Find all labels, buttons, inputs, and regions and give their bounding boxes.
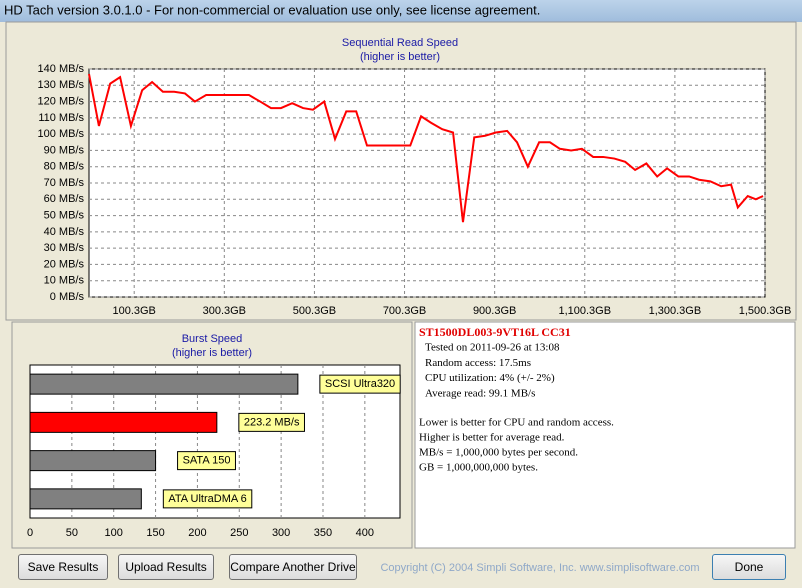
info-note: Lower is better for CPU and random acces…	[419, 417, 614, 429]
bar-label: SCSI Ultra320	[325, 378, 395, 390]
x-tick-label: 0	[27, 527, 33, 539]
info-line: Average read: 99.1 MB/s	[425, 387, 535, 399]
y-tick-label: 50 MB/s	[44, 209, 85, 221]
burst-chart: Burst Speed (higher is better) 0 50 100 150 20…	[27, 333, 401, 539]
info-line: Random access: 17.5ms	[425, 357, 531, 369]
x-tick-label: 100.3GB	[112, 305, 155, 317]
y-tick-label: 140 MB/s	[38, 63, 85, 75]
x-tick-label: 350	[314, 527, 332, 539]
read-chart: Sequential Read Speed (higher is better) 0…	[38, 37, 792, 317]
bar-label-box	[319, 374, 401, 394]
bar-label-box	[177, 451, 236, 471]
bar-label: SATA 150	[183, 455, 231, 467]
y-tick-label: 10 MB/s	[44, 275, 85, 287]
y-tick-label: 0 MB/s	[50, 291, 85, 303]
drive-name: ST1500DL003-9VT16L CC31	[419, 325, 571, 339]
x-tick-label: 300.3GB	[203, 305, 246, 317]
y-tick-label: 90 MB/s	[44, 144, 85, 156]
x-tick-label: 50	[66, 527, 78, 539]
chart-title: Sequential Read Speed	[342, 37, 458, 49]
x-tick-label: 150	[146, 527, 164, 539]
info-line: Tested on 2011-09-26 at 13:08	[425, 342, 560, 354]
done-button[interactable]: Done	[712, 554, 786, 580]
upload-button[interactable]: Upload Results	[118, 554, 214, 580]
x-tick-label: 1,300.3GB	[649, 305, 702, 317]
y-tick-label: 100 MB/s	[38, 128, 85, 140]
x-tick-label: 400	[356, 527, 374, 539]
y-tick-label: 20 MB/s	[44, 258, 85, 270]
title-bar	[0, 0, 802, 22]
info-note: Higher is better for average read.	[419, 432, 565, 444]
read-line	[88, 73, 764, 223]
x-tick-label: 700.3GB	[383, 305, 426, 317]
x-tick-label: 1,500.3GB	[739, 305, 792, 317]
bar-label-box	[162, 489, 253, 509]
x-tick-label: 1,100.3GB	[558, 305, 611, 317]
bar-label: 223.2 MB/s	[244, 416, 300, 428]
x-tick-label: 100	[105, 527, 123, 539]
x-tick-label: 900.3GB	[473, 305, 516, 317]
y-tick-label: 40 MB/s	[44, 226, 85, 238]
chart-subtitle: (higher is better)	[172, 347, 252, 359]
y-tick-label: 110 MB/s	[38, 112, 84, 124]
y-tick-label: 120 MB/s	[38, 95, 85, 107]
info-panel	[414, 321, 796, 549]
bar	[29, 450, 157, 472]
x-tick-label: 300	[272, 527, 290, 539]
x-tick-label: 500.3GB	[293, 305, 336, 317]
y-tick-label: 70 MB/s	[44, 177, 85, 189]
bar	[29, 373, 299, 395]
x-tick-label: 200	[188, 527, 206, 539]
x-tick-label: 250	[230, 527, 248, 539]
bar	[29, 411, 218, 433]
y-tick-label: 30 MB/s	[44, 242, 85, 254]
bar-label-box	[238, 412, 305, 432]
window-title: HD Tach version 3.0.1.0 - For non-commer…	[4, 2, 540, 17]
y-tick-label: 130 MB/s	[38, 79, 85, 91]
info-note: MB/s = 1,000,000 bytes per second.	[419, 447, 578, 459]
y-tick-label: 80 MB/s	[44, 161, 85, 173]
info-line: CPU utilization: 4% (+/- 2%)	[425, 372, 555, 384]
chart-title: Burst Speed	[182, 333, 243, 345]
y-tick-label: 60 MB/s	[44, 193, 85, 205]
copyright: Copyright (C) 2004 Simpli Software, Inc.…	[380, 562, 699, 574]
info: ST1500DL003-9VT16L CC31 Tested on 2011-09…	[419, 325, 614, 474]
compare-button[interactable]: Compare Another Drive	[229, 554, 357, 580]
chart-subtitle: (higher is better)	[360, 51, 440, 63]
save-button[interactable]: Save Results	[18, 554, 108, 580]
bar-label: ATA UltraDMA 6	[168, 493, 246, 505]
info-note: GB = 1,000,000,000 bytes.	[419, 462, 538, 474]
bar	[29, 488, 142, 510]
